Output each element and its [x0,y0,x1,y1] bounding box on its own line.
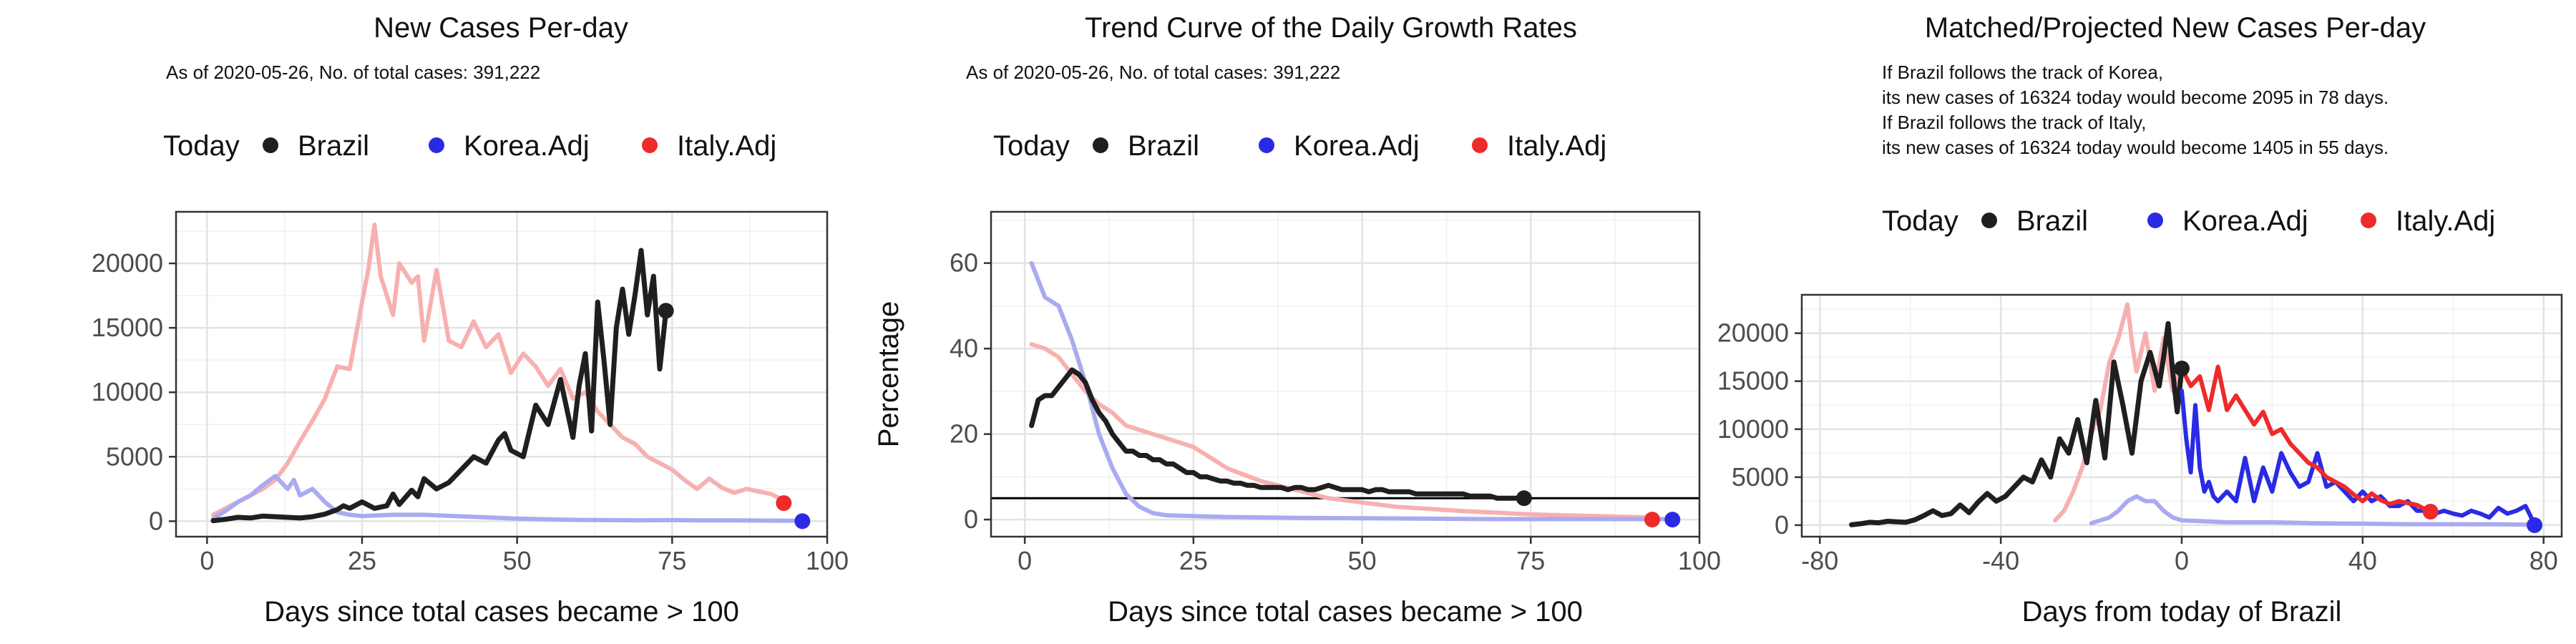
x-tick-label: 75 [1516,546,1545,575]
legend-marker [1093,137,1108,153]
today-point-italy-adj [2422,504,2439,520]
series-line-italy-adj-projected [2180,364,2433,514]
x-tick-label: 50 [503,546,532,575]
panel-title: Trend Curve of the Daily Growth Rates [1085,12,1577,44]
y-tick-label: 5000 [106,441,163,471]
today-point-korea-adj [794,513,811,530]
plot-area: 0 25 50 75 100 0 5000 10000 15000 20000 Days since… [92,210,849,628]
x-tick-label: 40 [2348,546,2377,575]
legend-label: Italy.Adj [2396,205,2495,237]
legend-label: Korea.Adj [464,130,590,162]
legend-label: Brazil [298,130,369,162]
today-point-brazil [2174,360,2190,376]
x-tick-label: 25 [348,546,376,575]
panel-note: As of 2020-05-26, No. of total cases: 39… [166,62,540,83]
x-tick-label: 100 [806,546,849,575]
today-point-brazil [1516,490,1532,507]
x-tick-label: 0 [2175,546,2189,575]
y-tick-label: 20000 [92,248,163,278]
legend-title: Today [993,130,1070,162]
plot-area: -80 -40 0 40 80 0 5000 10000 15000 20000 Days from… [1717,293,2563,628]
legend-marker [1259,137,1274,153]
x-tick-label: 25 [1179,546,1208,575]
legend-label: Korea.Adj [1294,130,1420,162]
legend-marker [1472,137,1488,153]
x-tick-label: 75 [658,546,686,575]
legend-marker [2361,213,2376,228]
x-axis-label: Days since total cases became > 100 [1108,596,1583,628]
x-axis-label: Days from today of Brazil [2022,596,2342,628]
y-tick-label: 15000 [1717,366,1789,396]
x-tick-label: -40 [1982,546,2019,575]
today-point-italy-adj [1644,512,1660,528]
y-tick-label: 10000 [92,377,163,406]
series-line-korea-adj [1029,260,1675,522]
x-tick-label: 50 [1348,546,1377,575]
x-tick-label: -80 [1801,546,1838,575]
x-tick-label: 100 [1678,546,1721,575]
legend-label: Italy.Adj [1507,130,1606,162]
x-axis-label: Days since total cases became > 100 [264,596,739,628]
legend-title: Today [163,130,240,162]
x-tick-label: 0 [1018,546,1032,575]
y-axis-label: Percentage [873,301,904,448]
y-tick-label: 0 [1775,510,1789,540]
plot-frame [990,210,1701,538]
legend-marker [642,137,658,153]
y-tick-label: 15000 [92,313,163,342]
legend-marker [2147,213,2163,228]
legend: Today Brazil Korea.Adj Italy.Adj [993,130,1606,162]
plot-frame [175,210,829,538]
y-tick-label: 60 [950,248,978,278]
y-tick-label: 20 [950,419,978,449]
series-line-brazil [210,248,669,524]
legend: Today Brazil Korea.Adj Italy.Adj [163,130,776,162]
legend-label: Korea.Adj [2182,205,2308,237]
panel-title: Matched/Projected New Cases Per-day [1925,12,2426,44]
x-tick-label: 0 [200,546,214,575]
panel-note: As of 2020-05-26, No. of total cases: 39… [966,62,1340,83]
panel-title: New Cases Per-day [374,12,628,44]
legend-marker [1981,213,1997,228]
panel-note: If Brazil follows the track of Italy, [1882,112,2146,133]
legend-marker [263,137,278,153]
y-tick-label: 10000 [1717,414,1789,444]
x-tick-label: 80 [2529,546,2558,575]
legend-label: Brazil [2016,205,2088,237]
series-line-italy-adj [211,223,786,517]
panel-note: If Brazil follows the track of Korea, [1882,62,2163,83]
panel-growth-rates: Trend Curve of the Daily Growth Rates As… [873,12,1721,628]
legend: Today Brazil Korea.Adj Italy.Adj [1882,205,2495,237]
panel-note: its new cases of 16324 today would becom… [1882,87,2389,108]
panel-note: its new cases of 16324 today would becom… [1882,137,2389,158]
legend-marker [429,137,444,153]
today-point-korea-adj [1664,512,1681,528]
legend-label: Italy.Adj [677,130,776,162]
plot-area: 0 25 50 75 100 0 20 40 60 Days since total cases … [873,210,1721,628]
today-point-korea-adj [2527,517,2543,533]
y-tick-label: 20000 [1717,318,1789,348]
series-line-brazil [1029,367,1527,501]
series-line-korea-adj [211,474,799,523]
series-line-brazil [1849,321,2185,527]
series-line-korea-adj-projected [2180,389,2537,527]
series-line-italy-adj-matched [2053,302,2184,523]
y-tick-label: 0 [964,504,978,534]
y-tick-label: 40 [950,333,978,363]
y-tick-label: 5000 [1732,462,1789,492]
legend-title: Today [1882,205,1958,237]
legend-label: Brazil [1128,130,1199,162]
y-tick-label: 0 [149,506,163,535]
panel-projected-cases: Matched/Projected New Cases Per-day If B… [1717,12,2563,628]
today-point-italy-adj [776,495,792,512]
today-point-brazil [658,303,674,319]
panel-new-cases: New Cases Per-day As of 2020-05-26, No. … [92,12,849,628]
series-line-korea-adj-matched [2089,494,2537,527]
